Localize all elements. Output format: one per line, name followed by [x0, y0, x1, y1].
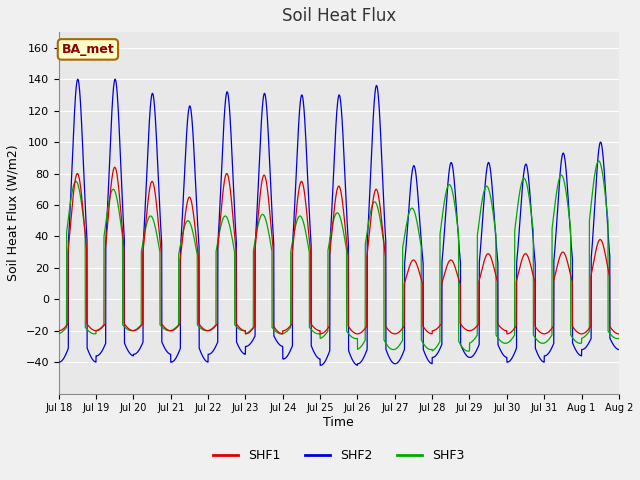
SHF3 — [615, 336, 623, 341]
SHF1 — [55, 328, 63, 334]
SHF1 — [615, 331, 623, 337]
SHF1 — [156, 232, 163, 238]
SHF3 — [55, 331, 63, 336]
SHF1 — [465, 328, 472, 334]
Legend: SHF1, SHF2, SHF3: SHF1, SHF2, SHF3 — [208, 444, 470, 467]
SHF3 — [595, 158, 603, 164]
Line: SHF2: SHF2 — [59, 79, 619, 365]
SHF2 — [434, 350, 442, 356]
SHF3 — [433, 343, 441, 349]
Line: SHF3: SHF3 — [59, 161, 619, 351]
SHF3 — [614, 336, 622, 341]
SHF1 — [318, 331, 326, 336]
SHF1 — [111, 164, 118, 170]
SHF2 — [465, 354, 472, 360]
SHF2 — [615, 347, 623, 352]
Text: BA_met: BA_met — [61, 43, 115, 56]
SHF1 — [433, 325, 441, 331]
Title: Soil Heat Flux: Soil Heat Flux — [282, 7, 396, 25]
X-axis label: Time: Time — [323, 416, 354, 429]
SHF3 — [156, 246, 163, 252]
SHF3 — [497, 338, 504, 344]
SHF2 — [156, 200, 163, 206]
SHF2 — [318, 362, 326, 368]
SHF3 — [465, 348, 472, 354]
SHF2 — [614, 347, 622, 352]
SHF1 — [614, 331, 622, 336]
SHF3 — [318, 335, 326, 340]
SHF2 — [317, 362, 324, 368]
SHF1 — [497, 324, 504, 330]
SHF3 — [464, 348, 472, 354]
SHF2 — [74, 76, 82, 82]
Line: SHF1: SHF1 — [59, 167, 619, 334]
SHF2 — [497, 347, 504, 353]
Y-axis label: Soil Heat Flux (W/m2): Soil Heat Flux (W/m2) — [7, 144, 20, 281]
SHF2 — [55, 359, 63, 365]
